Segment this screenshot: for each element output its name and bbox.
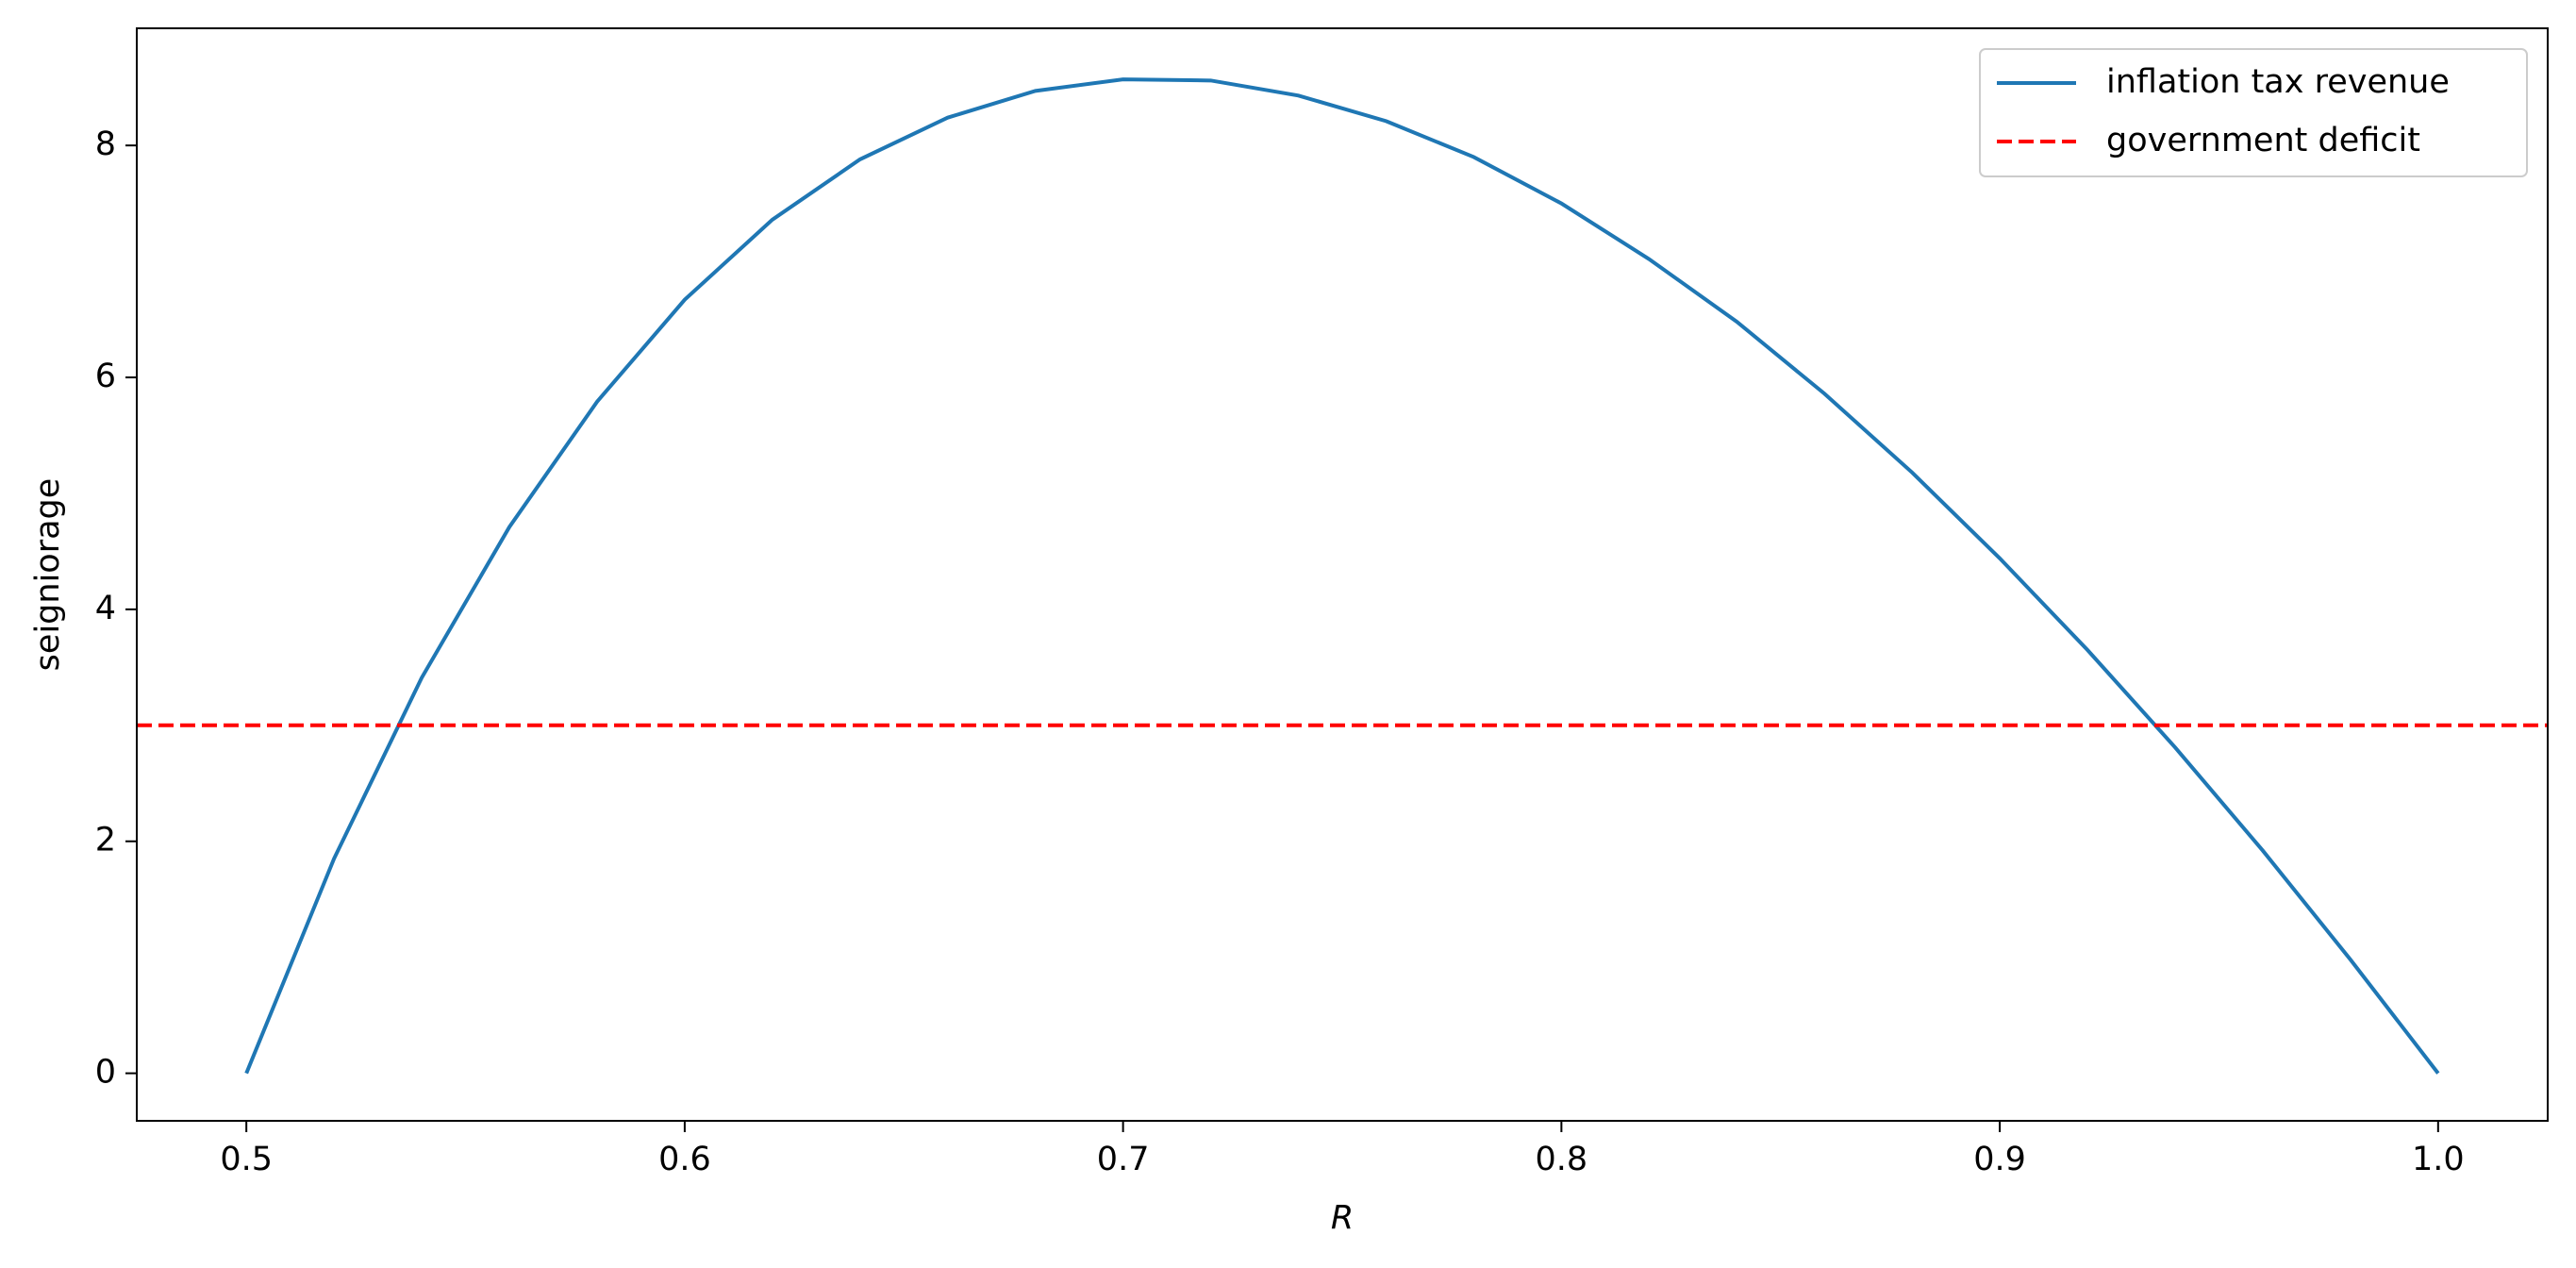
plot-frame [136,27,2549,1122]
x-tick-label: 0.5 [220,1141,273,1178]
legend-box [1979,48,2528,177]
y-tick-label: 8 [95,125,116,163]
legend-label: inflation tax revenue [2106,63,2450,101]
y-tick-label: 2 [95,822,116,859]
y-tick-label: 4 [95,590,116,627]
y-tick-label: 0 [95,1054,116,1092]
x-tick-label: 0.9 [1973,1141,2026,1178]
legend-label: government deficit [2106,122,2420,159]
y-axis-label: seigniorage [29,478,67,672]
line [244,77,2440,1075]
x-tick-label: 1.0 [2412,1141,2465,1178]
x-axis-label: R [1331,1199,1354,1237]
x-tick-label: 0.6 [658,1141,711,1178]
x-tick-label: 0.8 [1536,1141,1588,1178]
y-tick-label: 6 [95,358,116,395]
x-tick-label: 0.7 [1097,1141,1150,1178]
